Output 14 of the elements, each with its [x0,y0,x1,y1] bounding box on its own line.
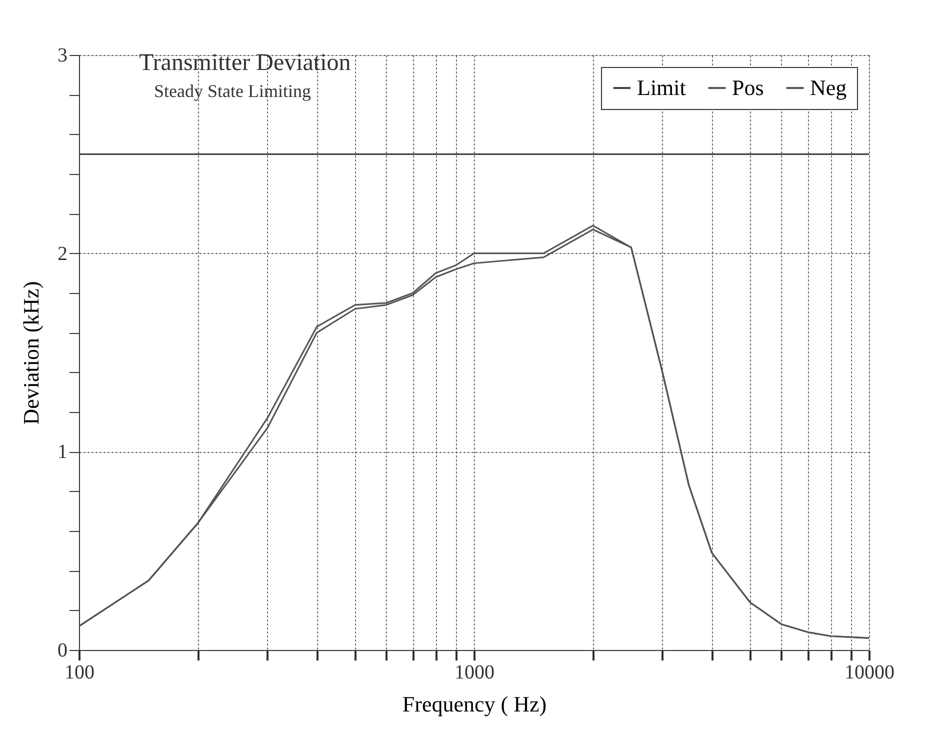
y-tick-label: 2 [58,242,68,265]
chart-title: Transmitter Deviation [139,50,351,76]
y-tick-label: 3 [58,44,68,66]
legend-label: Pos [732,75,764,100]
x-tick-label: 1000 [454,662,494,684]
y-tick-label: 0 [58,640,68,662]
x-tick-label: 10000 [844,662,894,684]
y-tick-label: 1 [58,441,68,464]
legend-label: Neg [810,75,847,100]
legend-label: Limit [637,75,686,100]
text: Steady State Limiting [154,81,311,101]
x-axis-title: Frequency ( Hz) [402,692,547,716]
x-tick-label: 100 [64,662,94,684]
y-axis-title: Deviation (kHz) [18,281,44,425]
